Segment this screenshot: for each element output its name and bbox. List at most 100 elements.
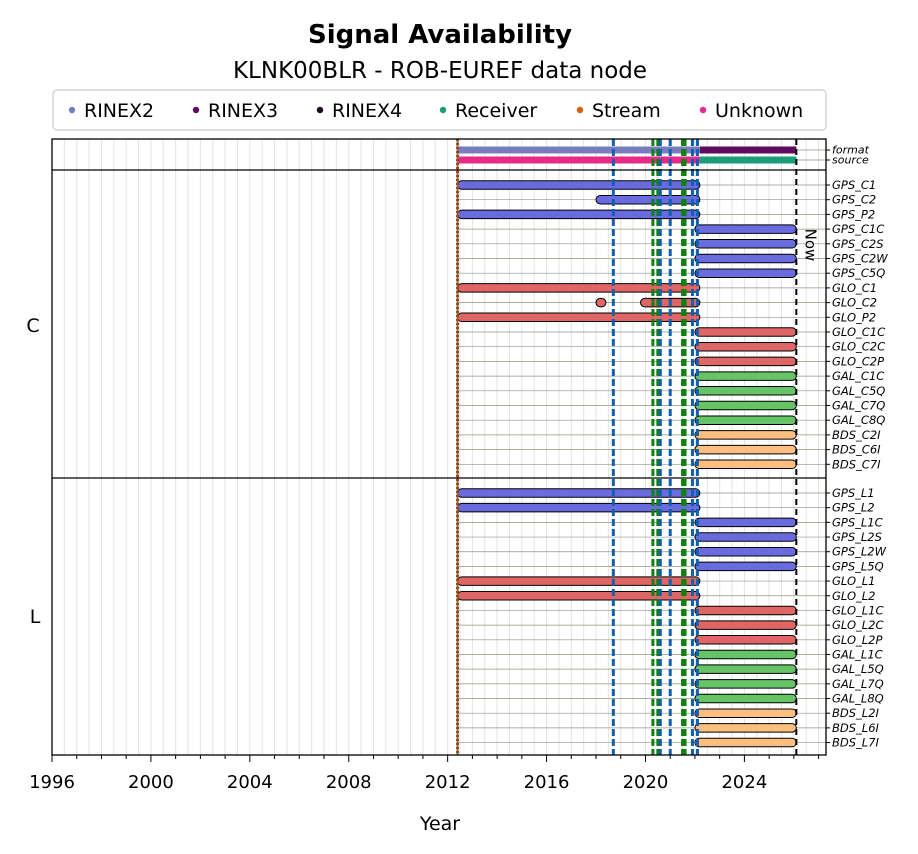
- x-tick-label: 2004: [227, 772, 273, 793]
- bar-gps_p2: [457, 209, 701, 220]
- bar-gal_l1c: [694, 649, 797, 660]
- row-label-bds_c2i: BDS_C2I: [832, 428, 881, 442]
- x-tick-label: 2016: [524, 772, 570, 793]
- bar-gal_c5q: [694, 386, 797, 396]
- row-label-glo_c2p: GLO_C2P: [832, 354, 884, 368]
- event-lines: Now: [456, 139, 819, 755]
- plot-border: [51, 138, 827, 756]
- row-label-glo_l2p: GLO_L2P: [832, 633, 882, 647]
- legend-marker-rinex4: [316, 106, 324, 114]
- legend-box: [52, 89, 827, 131]
- row-label-gps_p2: GPS_P2: [832, 207, 875, 221]
- bar-glo_c2c: [694, 341, 797, 352]
- bar-gal_c7q: [694, 400, 797, 411]
- row-label-gps_c2s: GPS_C2S: [832, 237, 884, 251]
- bar-gps_l2: [457, 502, 701, 513]
- legend-marker-rinex2: [68, 106, 76, 114]
- x-tick-label: 2020: [623, 772, 669, 793]
- x-axis: 1996 2000 2004 2008 2012 2016 2020 2024: [29, 755, 820, 793]
- chart-subtitle: KLNK00BLR - ROB-EUREF data node: [233, 58, 647, 84]
- bar-glo_l2: [457, 591, 701, 601]
- row-label-gal_c1c: GAL_C1C: [832, 369, 884, 383]
- legend-label-rinex4: RINEX4: [332, 100, 402, 122]
- bar-gps_c1: [457, 180, 701, 190]
- meta-bar-source: [457, 156, 700, 164]
- row-label-glo_l2c: GLO_L2C: [832, 618, 884, 632]
- legend-marker-receiver: [439, 106, 447, 114]
- bar-bds_c7i: [694, 459, 797, 470]
- bar-gal_c1c: [694, 371, 797, 381]
- row-label-bds_c7i: BDS_C7I: [832, 457, 881, 471]
- bar-gps_l2s: [694, 532, 797, 542]
- bar-gps_c2s: [694, 239, 797, 249]
- row-label-gps_c1c: GPS_C1C: [832, 222, 884, 236]
- row-label-gal_l8q: GAL_L8Q: [832, 692, 884, 706]
- x-tick-label: 1996: [29, 772, 75, 793]
- x-tick-label: 2024: [721, 772, 767, 793]
- bar-glo_l1: [457, 576, 701, 586]
- row-label-gal_l5q: GAL_L5Q: [832, 662, 884, 676]
- x-tick-label: 2000: [128, 772, 174, 793]
- bar-gal_l8q: [694, 693, 797, 704]
- row-label-gps_l2s: GPS_L2S: [832, 530, 882, 544]
- row-label-glo_l2: GLO_L2: [832, 589, 876, 603]
- legend-marker-rinex3: [192, 106, 200, 114]
- bar-glo_l2c: [694, 620, 797, 630]
- chart-title: Signal Availability: [308, 20, 572, 50]
- row-label-gps_l1: GPS_L1: [832, 486, 875, 500]
- bar-bds_l2i: [694, 708, 797, 718]
- row-label-glo_c1: GLO_C1: [832, 281, 877, 295]
- bar-bds_l6i: [694, 723, 797, 733]
- bar-gps_c2w: [694, 253, 797, 264]
- bar-gal_c8q: [694, 415, 797, 425]
- row-label-gal_c5q: GAL_C5Q: [832, 384, 885, 398]
- legend-label-unknown: Unknown: [715, 100, 803, 122]
- row-label-glo_c1c: GLO_C1C: [832, 325, 885, 339]
- group-label-l: L: [30, 606, 41, 628]
- bar-gps_c1c: [694, 224, 797, 234]
- row-label-glo_p2: GLO_P2: [832, 310, 876, 324]
- row-label-gps_c2w: GPS_C2W: [832, 252, 888, 266]
- bar-gps_l1: [457, 488, 701, 498]
- meta-bar-source: [699, 156, 797, 164]
- row-label-glo_l1: GLO_L1: [832, 574, 876, 588]
- bar-glo_c1c: [694, 327, 797, 337]
- row-label-bds_l6i: BDS_L6I: [832, 721, 880, 735]
- group-label-c: C: [26, 315, 39, 337]
- row-label-glo_l1c: GLO_L1C: [832, 603, 884, 617]
- row-label-gps_l1c: GPS_L1C: [832, 515, 883, 529]
- x-tick-label: 2012: [425, 772, 471, 793]
- bar-gps_c5q: [694, 268, 797, 278]
- bar-gps_l2w: [694, 546, 797, 557]
- row-labels: formatsourceGPS_C1GPS_C2GPS_P2GPS_C1CGPS…: [26, 144, 888, 750]
- bar-gal_l5q: [694, 664, 797, 674]
- legend-marker-unknown: [699, 106, 707, 114]
- row-label-format: format: [832, 144, 870, 157]
- row-label-source: source: [832, 154, 869, 167]
- row-label-bds_l2i: BDS_L2I: [832, 706, 880, 720]
- bar-glo_p2: [457, 312, 701, 323]
- bar-glo_l1c: [694, 605, 797, 616]
- row-label-gps_l5q: GPS_L5Q: [832, 559, 884, 573]
- bar-gal_l7q: [694, 679, 797, 689]
- legend-label-stream: Stream: [592, 100, 661, 122]
- x-tick-label: 2008: [326, 772, 372, 793]
- plot-frame: [51, 138, 827, 756]
- bar-glo_c1: [457, 283, 701, 293]
- bar-bds_c2i: [694, 430, 797, 440]
- row-label-gal_c7q: GAL_C7Q: [832, 399, 885, 413]
- bar-bds_l7i: [694, 737, 797, 748]
- bar-glo_l2p: [694, 635, 797, 645]
- row-label-bds_c6i: BDS_C6I: [832, 443, 881, 457]
- row-label-gps_c1: GPS_C1: [832, 178, 876, 192]
- row-label-gps_l2w: GPS_L2W: [832, 545, 887, 559]
- row-label-glo_c2c: GLO_C2C: [832, 340, 885, 354]
- bar-gps_c2: [595, 194, 701, 205]
- meta-bar-format: [457, 146, 700, 154]
- legend: RINEX2 RINEX3 RINEX4 Receiver Stream Unknown: [52, 89, 827, 131]
- bar-bds_c6i: [694, 444, 797, 455]
- bar-glo_c2: [595, 297, 607, 308]
- legend-label-receiver: Receiver: [455, 100, 537, 122]
- bar-gps_l5q: [694, 561, 797, 572]
